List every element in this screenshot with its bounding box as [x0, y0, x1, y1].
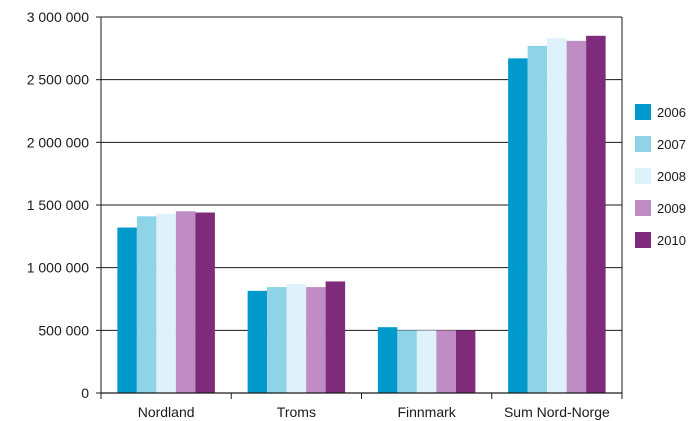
bar	[527, 45, 548, 394]
legend-swatch	[635, 168, 651, 184]
x-axis: Nordland Troms Finnmark Sum Nord-Norge	[100, 392, 623, 420]
y-tick-label: 500 000	[38, 322, 89, 338]
bar	[117, 227, 137, 393]
legend: 2006 2007 2008 2009 2010	[635, 104, 686, 248]
x-tick-label: Finnmark	[397, 404, 456, 420]
legend-label: 2010	[657, 233, 686, 248]
x-tick-label: Troms	[277, 404, 316, 420]
x-tick-label: Sum Nord-Norge	[504, 404, 610, 420]
legend-label: 2007	[657, 137, 686, 152]
bar	[508, 58, 528, 394]
bar	[156, 213, 176, 393]
bar	[547, 38, 567, 393]
bar	[566, 40, 587, 394]
y-tick-label: 2 500 000	[27, 72, 89, 88]
x-tick-label: Nordland	[138, 404, 195, 420]
legend-label: 2006	[657, 105, 686, 120]
bar	[586, 35, 606, 394]
bar	[286, 283, 307, 393]
bar	[136, 216, 157, 393]
bar	[416, 330, 437, 393]
bar	[247, 290, 268, 393]
legend-swatch	[635, 200, 651, 216]
bar	[397, 330, 417, 393]
bar	[267, 287, 287, 393]
legend-swatch	[635, 232, 651, 248]
y-tick-label: 1 500 000	[27, 197, 89, 213]
y-axis: 0 500 000 1 000 000 1 500 000 2 000 000 2 500…	[27, 9, 623, 401]
bar	[436, 330, 456, 393]
y-tick-label: 2 000 000	[27, 134, 89, 150]
bar	[306, 287, 326, 393]
bar	[325, 281, 346, 393]
y-tick-label: 0	[81, 385, 89, 401]
bars	[117, 35, 606, 394]
legend-label: 2008	[657, 169, 686, 184]
y-tick-label: 3 000 000	[27, 9, 89, 25]
legend-swatch	[635, 104, 651, 120]
bar	[455, 330, 476, 393]
bar	[175, 211, 196, 393]
bar	[377, 327, 398, 393]
y-tick-label: 1 000 000	[27, 260, 89, 276]
bar	[195, 212, 215, 393]
legend-swatch	[635, 136, 651, 152]
legend-label: 2009	[657, 201, 686, 216]
